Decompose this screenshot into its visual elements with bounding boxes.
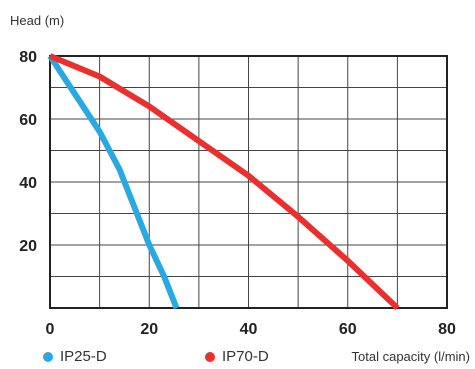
grid (49, 55, 448, 309)
legend-item-ip25-d: IP25-D (43, 348, 107, 365)
y-tick-label: 80 (19, 49, 37, 66)
series-line-ip25-d (47, 54, 180, 310)
line-chart: 0 20 40 60 80 20 40 60 80 (19, 49, 456, 338)
y-tick-label: 20 (19, 238, 37, 255)
legend-marker-ip70-d (205, 351, 215, 362)
x-tick-label: 80 (438, 321, 456, 338)
x-tick-label: 20 (140, 321, 158, 338)
legend-label-ip70-d: IP70-D (222, 348, 269, 365)
legend-label-ip25-d: IP25-D (60, 348, 107, 365)
legend-item-ip70-d: IP70-D (205, 348, 269, 365)
x-axis-title: Total capacity (l/min) (351, 349, 470, 364)
series-line-ip70-d (48, 53, 400, 311)
x-tick-label: 40 (240, 321, 258, 338)
y-tick-label: 40 (19, 175, 37, 192)
plot-frame (49, 55, 448, 309)
y-tick-label: 60 (19, 112, 37, 129)
series-lines (47, 53, 400, 311)
x-tick-label: 0 (46, 321, 55, 338)
x-tick-label: 60 (339, 321, 357, 338)
tick-labels: 0 20 40 60 80 20 40 60 80 (19, 49, 456, 338)
y-axis-title: Head (m) (10, 13, 65, 28)
legend-marker-ip25-d (43, 351, 53, 362)
